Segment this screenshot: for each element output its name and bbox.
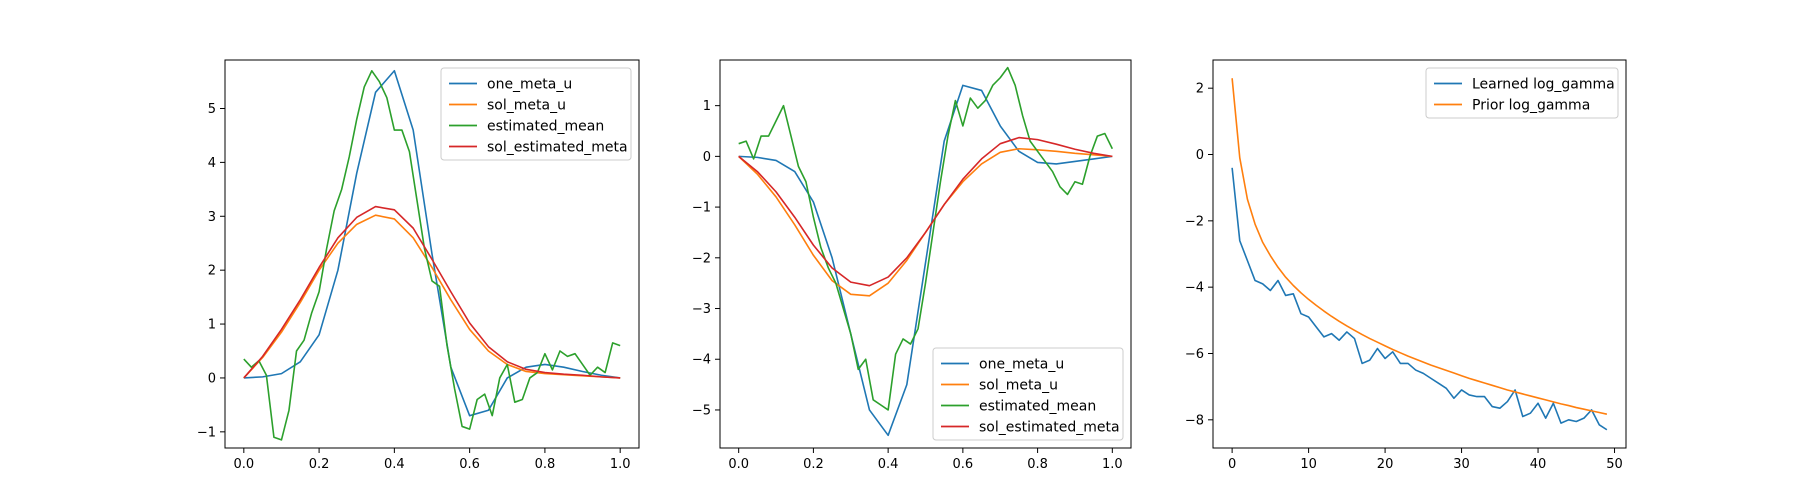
legend-label-one-meta-u: one_meta_u [979,357,1064,373]
legend-label-sol-estimated-meta: sol_estimated_meta [979,420,1120,436]
x-tick-label: 0.4 [384,457,405,472]
y-tick-label: −3 [692,302,711,317]
series-line-estimated-mean [243,69,621,441]
subplot-1: 0.0 0.2 0.4 0.6 0.8 1.0 −1 0 1 2 3 4 5 one_meta_u sol_… [197,59,640,472]
legend: one_meta_u sol_meta_u estimated_mean sol_es… [932,347,1124,441]
y-tick-label: −8 [1185,413,1204,428]
x-tick-label: 0.0 [233,457,254,472]
legend-label-sol-meta-u: sol_meta_u [979,378,1058,394]
x-tick-label: 20 [1377,457,1394,472]
subplot-3: 0 10 20 30 40 50 −8 −6 −4 −2 0 2 Learned log_gamma Pr… [1185,59,1627,472]
series-line-estimated-mean [738,66,1114,411]
x-tick-label: 10 [1300,457,1317,472]
y-tick-label: 0 [208,371,216,386]
x-tick-label: 0.0 [728,457,749,472]
y-tick-label: 1 [703,99,711,114]
x-tick-label: 1.0 [1102,457,1123,472]
y-tick-label: 2 [1196,82,1204,97]
legend: one_meta_u sol_meta_u estimated_mean sol_es… [440,67,632,161]
series-line-sol-estimated-meta [243,205,621,379]
legend-label-estimated-mean: estimated_mean [487,119,604,135]
legend-box [1425,67,1619,119]
series-line-one-meta-u [243,69,621,417]
series-line-learned-log-gamma [1231,167,1608,431]
legend-box [440,67,632,161]
x-tick-label: 0.8 [1027,457,1048,472]
series-line-prior-log-gamma [1231,78,1608,415]
x-tick-label: 0.8 [535,457,556,472]
y-tick-label: −4 [692,353,711,368]
y-tick-label: −4 [1185,281,1204,296]
x-tick-label: 0.4 [878,457,899,472]
x-tick-label: 40 [1530,457,1547,472]
legend-label-sol-estimated-meta: sol_estimated_meta [487,140,628,156]
x-tick-label: 0 [1228,457,1236,472]
legend: Learned log_gamma Prior log_gamma [1425,67,1619,119]
axes-frame [719,59,1132,449]
y-tick-label: 2 [208,264,216,279]
y-tick-label: −2 [692,251,711,266]
legend-label-prior-log-gamma: Prior log_gamma [1472,98,1590,114]
axes-frame [224,59,640,449]
y-tick-label: −5 [692,403,711,418]
x-tick-label: 1.0 [610,457,631,472]
y-tick-label: 5 [208,102,216,117]
x-tick-label: 0.6 [459,457,480,472]
x-tick-label: 0.2 [803,457,824,472]
y-tick-label: 3 [208,210,216,225]
x-tick-label: 0.6 [953,457,974,472]
y-tick-label: 0 [703,150,711,165]
series-line-one-meta-u [738,84,1113,437]
y-tick-label: −2 [1185,214,1204,229]
legend-label-one-meta-u: one_meta_u [487,77,572,93]
legend-box [932,347,1124,441]
legend-label-estimated-mean: estimated_mean [979,399,1096,415]
legend-label-learned-log-gamma: Learned log_gamma [1472,77,1615,93]
y-tick-label: 4 [208,156,216,171]
y-tick-label: 0 [1196,148,1204,163]
axes-frame [1212,59,1627,449]
series-line-sol-estimated-meta [738,136,1113,287]
y-tick-label: −1 [197,425,216,440]
y-tick-label: −1 [692,201,711,216]
y-tick-label: 1 [208,318,216,333]
y-tick-label: −6 [1185,347,1204,362]
legend-label-sol-meta-u: sol_meta_u [487,98,566,114]
x-tick-label: 0.2 [309,457,330,472]
x-tick-label: 50 [1606,457,1623,472]
subplot-2: 0.0 0.2 0.4 0.6 0.8 1.0 −5 −4 −3 −2 −1 0 1 one_meta_u… [692,59,1132,472]
x-tick-label: 30 [1453,457,1470,472]
